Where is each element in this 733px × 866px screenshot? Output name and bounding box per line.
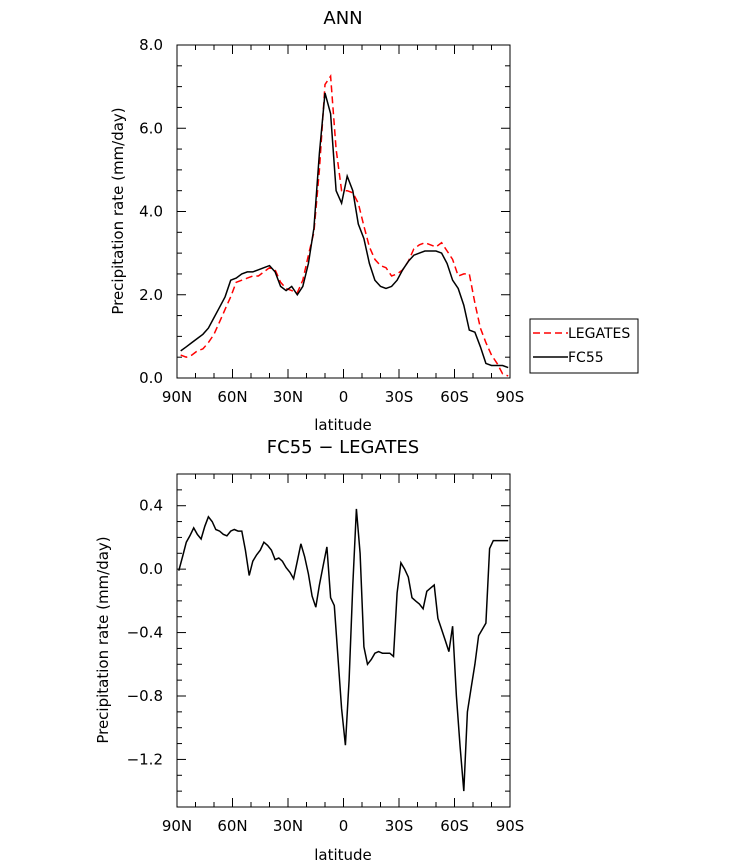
series-line-fc55 <box>180 92 509 369</box>
y-axis: 0.4 0.0 −0.4 −0.8 −1.2 <box>127 473 510 808</box>
legend-box <box>529 318 639 374</box>
x-tick-label: 60N <box>217 388 247 406</box>
y-tick-label: 2.0 <box>139 286 163 304</box>
series-line-legates <box>180 73 509 377</box>
y-tick-label: 8.0 <box>139 36 163 54</box>
y-tick-label: 0.4 <box>139 497 163 515</box>
y-tick-label: 0.0 <box>139 369 163 387</box>
x-tick-label: 60S <box>440 388 469 406</box>
x-tick-label: 0 <box>339 388 349 406</box>
x-tick-label: 0 <box>339 817 349 835</box>
x-tick-label: 30S <box>385 388 414 406</box>
x-axis: 90N 60N 30N 0 30S 60S 90S <box>162 45 524 406</box>
series-lines <box>178 508 509 792</box>
y-axis-label: Precipitation rate (mm/day) <box>94 536 112 743</box>
x-tick-label: 60N <box>217 817 247 835</box>
y-axis-label: Precipitation rate (mm/day) <box>109 107 127 314</box>
y-tick-label: −0.8 <box>127 687 163 705</box>
x-axis-label: latitude <box>314 416 372 434</box>
plot-frame <box>176 44 511 379</box>
y-tick-label: 0.0 <box>139 560 163 578</box>
y-axis: 0.0 2.0 4.0 6.0 8.0 <box>139 36 510 387</box>
x-tick-label: 60S <box>440 817 469 835</box>
legend-label-legates: LEGATES <box>568 326 630 342</box>
series-lines <box>180 73 509 377</box>
legend: LEGATES FC55 <box>529 318 639 374</box>
x-tick-label: 90N <box>162 388 192 406</box>
x-tick-label: 30N <box>273 817 303 835</box>
x-axis: 90N 60N 30N 0 30S 60S 90S <box>162 474 524 835</box>
difference-chart: FC55 − LEGATES 90N 60N 30N 0 30S 60S 90S 0.40.… <box>94 437 524 864</box>
x-tick-label: 30N <box>273 388 303 406</box>
legend-label-fc55: FC55 <box>568 350 604 366</box>
y-tick-label: 6.0 <box>139 119 163 137</box>
x-tick-label: 90S <box>496 388 525 406</box>
x-tick-label: 90N <box>162 817 192 835</box>
y-tick-label: −1.2 <box>127 750 163 768</box>
precipitation-chart: ANN 90N 60N 30N 0 30S 60S 90S 0.02.04.06.08.0 … <box>109 8 639 434</box>
x-tick-label: 90S <box>496 817 525 835</box>
x-tick-label: 30S <box>385 817 414 835</box>
plot-frame <box>176 473 511 808</box>
y-tick-label: −0.4 <box>127 624 163 642</box>
y-tick-label: 4.0 <box>139 203 163 221</box>
chart-title: FC55 − LEGATES <box>267 437 419 458</box>
x-axis-label: latitude <box>314 846 372 864</box>
series-line-fc55 <box>178 508 509 792</box>
chart-title: ANN <box>323 8 362 29</box>
